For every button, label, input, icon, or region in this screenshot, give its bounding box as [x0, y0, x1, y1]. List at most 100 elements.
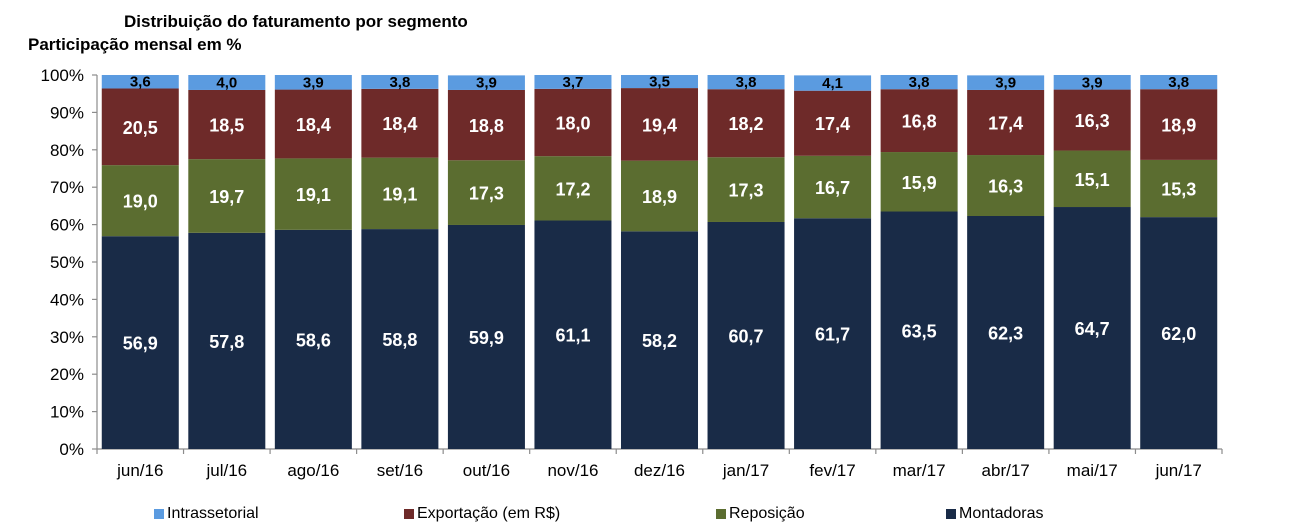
data-label: 3,8 [909, 74, 930, 91]
x-tick-label: abr/17 [982, 461, 1030, 480]
y-tick-label: 50% [50, 253, 84, 272]
data-label: 15,3 [1161, 180, 1196, 200]
bar-segment-reposi-o [620, 160, 699, 232]
data-label: 19,4 [642, 115, 677, 135]
legend-item: Reposição [716, 505, 805, 523]
bar-segment-reposi-o [794, 155, 872, 219]
bar-segment-montadoras [707, 221, 785, 449]
data-label: 16,3 [988, 177, 1023, 197]
data-label: 4,1 [822, 75, 843, 92]
data-label: 15,9 [902, 173, 937, 193]
data-label: 3,6 [130, 74, 151, 91]
bar-segment-intrassetorial [101, 75, 179, 89]
data-label: 17,2 [555, 179, 590, 199]
bar-segment-montadoras [361, 229, 439, 449]
bar-segment-exporta-o-em-r [188, 89, 266, 160]
legend-label: Montadoras [959, 505, 1044, 522]
legend-swatch [154, 509, 164, 519]
data-label: 20,5 [123, 118, 158, 138]
data-label: 3,7 [563, 74, 584, 91]
data-label: 19,7 [209, 187, 244, 207]
data-label: 18,8 [469, 116, 504, 136]
bar-segment-intrassetorial [188, 75, 266, 90]
bar-segment-intrassetorial [880, 75, 958, 90]
y-tick-label: 10% [50, 403, 84, 422]
data-label: 56,9 [123, 334, 158, 354]
bar-segment-exporta-o-em-r [880, 89, 958, 153]
data-label: 19,0 [123, 192, 158, 212]
data-label: 18,5 [209, 116, 244, 136]
bar-segment-montadoras [447, 224, 525, 449]
bar-segment-exporta-o-em-r [1053, 89, 1131, 151]
data-label: 3,8 [1168, 74, 1189, 91]
bar-segment-intrassetorial [361, 75, 439, 89]
bar-segment-exporta-o-em-r [620, 88, 699, 161]
y-tick-label: 0% [59, 440, 84, 459]
data-label: 3,5 [649, 74, 670, 91]
data-label: 64,7 [1075, 319, 1110, 339]
data-label: 3,8 [736, 74, 757, 91]
bar-segment-intrassetorial [967, 75, 1045, 90]
data-label: 58,6 [296, 330, 331, 350]
bar-segment-reposi-o [880, 152, 958, 212]
data-label: 61,1 [555, 326, 590, 346]
bar-segment-intrassetorial [447, 75, 525, 90]
legend-label: Intrassetorial [167, 505, 259, 522]
bar-segment-reposi-o [707, 157, 785, 222]
bar-segment-montadoras [1140, 217, 1218, 449]
bar-segment-montadoras [274, 229, 352, 449]
bar-segment-reposi-o [188, 159, 266, 233]
data-label: 16,7 [815, 178, 850, 198]
data-label: 58,8 [382, 330, 417, 350]
x-tick-label: set/16 [377, 461, 423, 480]
bar-segment-exporta-o-em-r [1140, 89, 1218, 160]
data-label: 18,4 [296, 115, 331, 135]
bar-segment-intrassetorial [534, 75, 612, 89]
y-tick-label: 20% [50, 365, 84, 384]
data-label: 59,9 [469, 328, 504, 348]
bar-segment-reposi-o [447, 160, 525, 225]
x-tick-label: nov/16 [547, 461, 598, 480]
bar-segment-reposi-o [1140, 159, 1218, 218]
y-tick-label: 70% [50, 178, 84, 197]
data-label: 3,9 [1082, 74, 1103, 91]
stacked-bar-chart: 0% 10% 20% 30% 40% 50% 60% 70% 80% 90% 100% 56,9 19,… [41, 66, 1223, 480]
bar-segment-montadoras [188, 232, 266, 449]
y-tick-label: 90% [50, 103, 84, 122]
legend-label: Reposição [729, 505, 805, 522]
bar-segment-exporta-o-em-r [274, 89, 352, 159]
legend-swatch [716, 509, 726, 519]
bar-segment-exporta-o-em-r [101, 88, 179, 166]
data-label: 3,8 [389, 74, 410, 91]
bar-segment-montadoras [534, 220, 612, 449]
x-tick-label: dez/16 [634, 461, 685, 480]
legend-item: Montadoras [946, 505, 1044, 523]
bar-segment-montadoras [880, 211, 958, 449]
y-tick-label: 30% [50, 328, 84, 347]
data-label: 17,3 [729, 181, 764, 201]
bar-segment-exporta-o-em-r [967, 89, 1045, 156]
bar-segment-exporta-o-em-r [534, 88, 612, 157]
data-label: 3,9 [303, 74, 324, 91]
bar-segment-montadoras [794, 218, 872, 449]
data-label: 19,1 [382, 184, 417, 204]
data-label: 60,7 [729, 326, 764, 346]
x-tick-label: jun/16 [116, 461, 163, 480]
bar-segment-montadoras [967, 215, 1045, 449]
data-label: 3,9 [995, 75, 1016, 92]
y-tick-label: 80% [50, 141, 84, 160]
data-label: 15,1 [1075, 170, 1110, 190]
y-tick-label: 60% [50, 216, 84, 235]
data-label: 17,4 [815, 114, 850, 134]
x-tick-label: jan/17 [722, 461, 769, 480]
data-label: 62,0 [1161, 324, 1196, 344]
data-label: 3,9 [476, 75, 497, 92]
chart-title: Distribuição do faturamento por segmento [124, 12, 468, 31]
data-label: 17,3 [469, 184, 504, 204]
chart-legend: Intrassetorial Exportação (em R$) Reposiçã… [0, 505, 1299, 525]
bar-segment-intrassetorial [620, 75, 699, 89]
data-label: 61,7 [815, 325, 850, 345]
data-label: 17,4 [988, 113, 1023, 133]
data-label: 57,8 [209, 332, 244, 352]
x-tick-label: out/16 [463, 461, 510, 480]
